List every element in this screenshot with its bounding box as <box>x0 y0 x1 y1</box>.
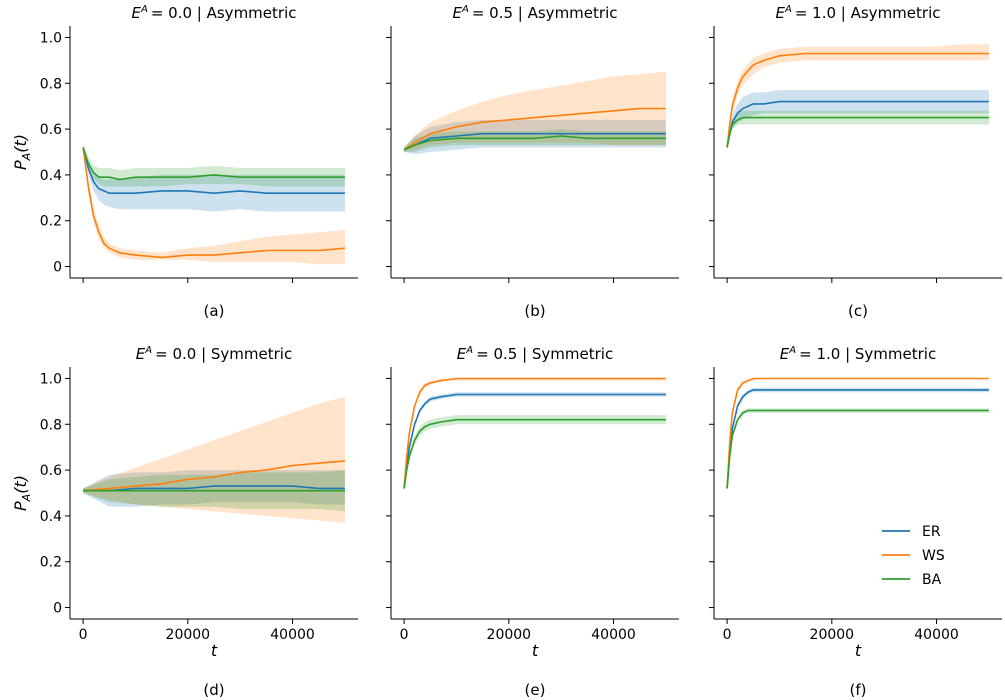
title-symbol: E <box>780 345 790 363</box>
series-line-ws <box>726 52 989 148</box>
series-line-ba <box>403 418 666 489</box>
x-axis-label: t <box>532 641 539 660</box>
y-tick-label: 0.6 <box>40 463 62 479</box>
band-ba <box>83 145 345 187</box>
band-er <box>83 470 345 507</box>
y-tick-label: 1.0 <box>40 30 62 46</box>
y-tick-label: 0 <box>53 260 62 276</box>
series-line-ws <box>726 377 989 489</box>
band-ba <box>404 415 666 491</box>
panel-title: EA = 0.0 | Symmetric <box>136 345 292 363</box>
x-tick-label: 20000 <box>487 627 532 643</box>
series-line-er <box>83 485 345 492</box>
y-tick-label: 0.8 <box>40 417 62 433</box>
title-text: = 0.0 | Asymmetric <box>151 4 297 22</box>
panel-letter: (f) <box>850 681 867 699</box>
series-line-er <box>403 132 666 151</box>
band-ws <box>83 145 345 265</box>
band-ws <box>727 44 989 150</box>
title-text: = 1.0 | Asymmetric <box>795 4 941 22</box>
band-ba <box>727 408 989 491</box>
x-tick-label: 20000 <box>166 627 211 643</box>
series-line-ba <box>726 409 989 489</box>
series-line-er <box>726 100 989 148</box>
title-superscript: A <box>461 4 469 15</box>
title-text: = 0.5 | Asymmetric <box>472 4 618 22</box>
panel-title: EA = 1.0 | Symmetric <box>780 345 936 363</box>
title-symbol: E <box>136 345 146 363</box>
x-tick-label: 40000 <box>270 627 315 643</box>
x-tick-label: 0 <box>400 627 409 643</box>
series-line-ba <box>726 116 989 148</box>
y-tick-label: 0.4 <box>40 509 62 525</box>
band-ws <box>404 71 666 152</box>
series-line-ws <box>403 107 666 151</box>
title-superscript: A <box>784 4 792 15</box>
band-er <box>727 387 989 491</box>
x-tick-label: 20000 <box>810 627 855 643</box>
title-superscript: A <box>788 345 796 356</box>
y-tick-label: 1.0 <box>40 371 62 387</box>
y-tick-label: 0.8 <box>40 76 62 92</box>
legend-label-ba: BA <box>922 572 942 588</box>
y-tick-label: 0.6 <box>40 122 62 138</box>
series-line-ws <box>403 377 666 489</box>
panel-e: EA = 0.5 | Symmetric 0 20000 40000 t (e) <box>386 345 679 699</box>
panel-f: EA = 1.0 | Symmetric 0 20000 40000 t (f) <box>709 345 1002 699</box>
x-tick-label: 40000 <box>914 627 959 643</box>
band-ba <box>727 110 989 150</box>
y-tick-label: 0.4 <box>40 168 62 184</box>
series-line-er <box>726 389 989 489</box>
y-tick-label: 0.2 <box>40 555 62 571</box>
title-superscript: A <box>140 4 148 15</box>
panel-title: EA = 0.5 | Asymmetric <box>453 4 618 22</box>
panel-a: EA = 0.0 | Asymmetric 0 0.2 0.4 0.6 0.8 1.0 PA(t… <box>11 4 358 320</box>
title-symbol: E <box>776 4 786 22</box>
title-superscript: A <box>144 345 152 356</box>
y-tick-label: 0 <box>53 601 62 617</box>
title-symbol: E <box>453 4 463 22</box>
title-text: = 0.5 | Symmetric <box>476 345 613 363</box>
legend-label-er: ER <box>922 524 941 540</box>
series-line-ws <box>82 147 345 259</box>
panel-title: EA = 0.0 | Asymmetric <box>132 4 297 22</box>
series-line-ba <box>403 135 666 151</box>
panel-c: EA = 1.0 | Asymmetric (c) <box>709 4 1002 320</box>
y-axis-label: PA(t) <box>11 475 33 511</box>
y-axis-label: PA(t) <box>11 134 33 170</box>
series-line-er <box>403 393 666 489</box>
series-line-ba <box>82 147 345 181</box>
panel-letter: (a) <box>204 302 225 320</box>
panel-d: EA = 0.0 | Symmetric 0 0.2 0.4 0.6 0.8 1.0 0 2000… <box>11 345 358 699</box>
x-axis-label: t <box>855 641 862 660</box>
panel-b: EA = 0.5 | Asymmetric (b) <box>386 4 679 320</box>
panel-letter: (d) <box>203 681 224 699</box>
legend-label-ws: WS <box>922 548 945 564</box>
title-symbol: E <box>457 345 467 363</box>
x-axis-label: t <box>211 641 218 660</box>
panel-letter: (c) <box>848 302 868 320</box>
band-er <box>404 392 666 491</box>
legend: ER WS BA <box>882 524 945 588</box>
x-tick-label: 0 <box>79 627 88 643</box>
band-er <box>404 119 666 155</box>
band-er <box>727 90 989 150</box>
title-text: = 1.0 | Symmetric <box>799 345 936 363</box>
band-ws <box>727 378 989 491</box>
y-tick-label: 0.2 <box>40 214 62 230</box>
series-line-er <box>82 147 345 195</box>
title-text: = 0.0 | Symmetric <box>155 345 292 363</box>
panel-letter: (e) <box>525 681 546 699</box>
panel-title: EA = 1.0 | Asymmetric <box>776 4 941 22</box>
panel-title: EA = 0.5 | Symmetric <box>457 345 613 363</box>
band-er <box>83 145 345 212</box>
panel-letter: (b) <box>524 302 545 320</box>
title-symbol: E <box>132 4 142 22</box>
title-superscript: A <box>465 345 473 356</box>
x-tick-label: 40000 <box>591 627 636 643</box>
x-tick-label: 0 <box>723 627 732 643</box>
series-line-ws <box>83 460 345 492</box>
